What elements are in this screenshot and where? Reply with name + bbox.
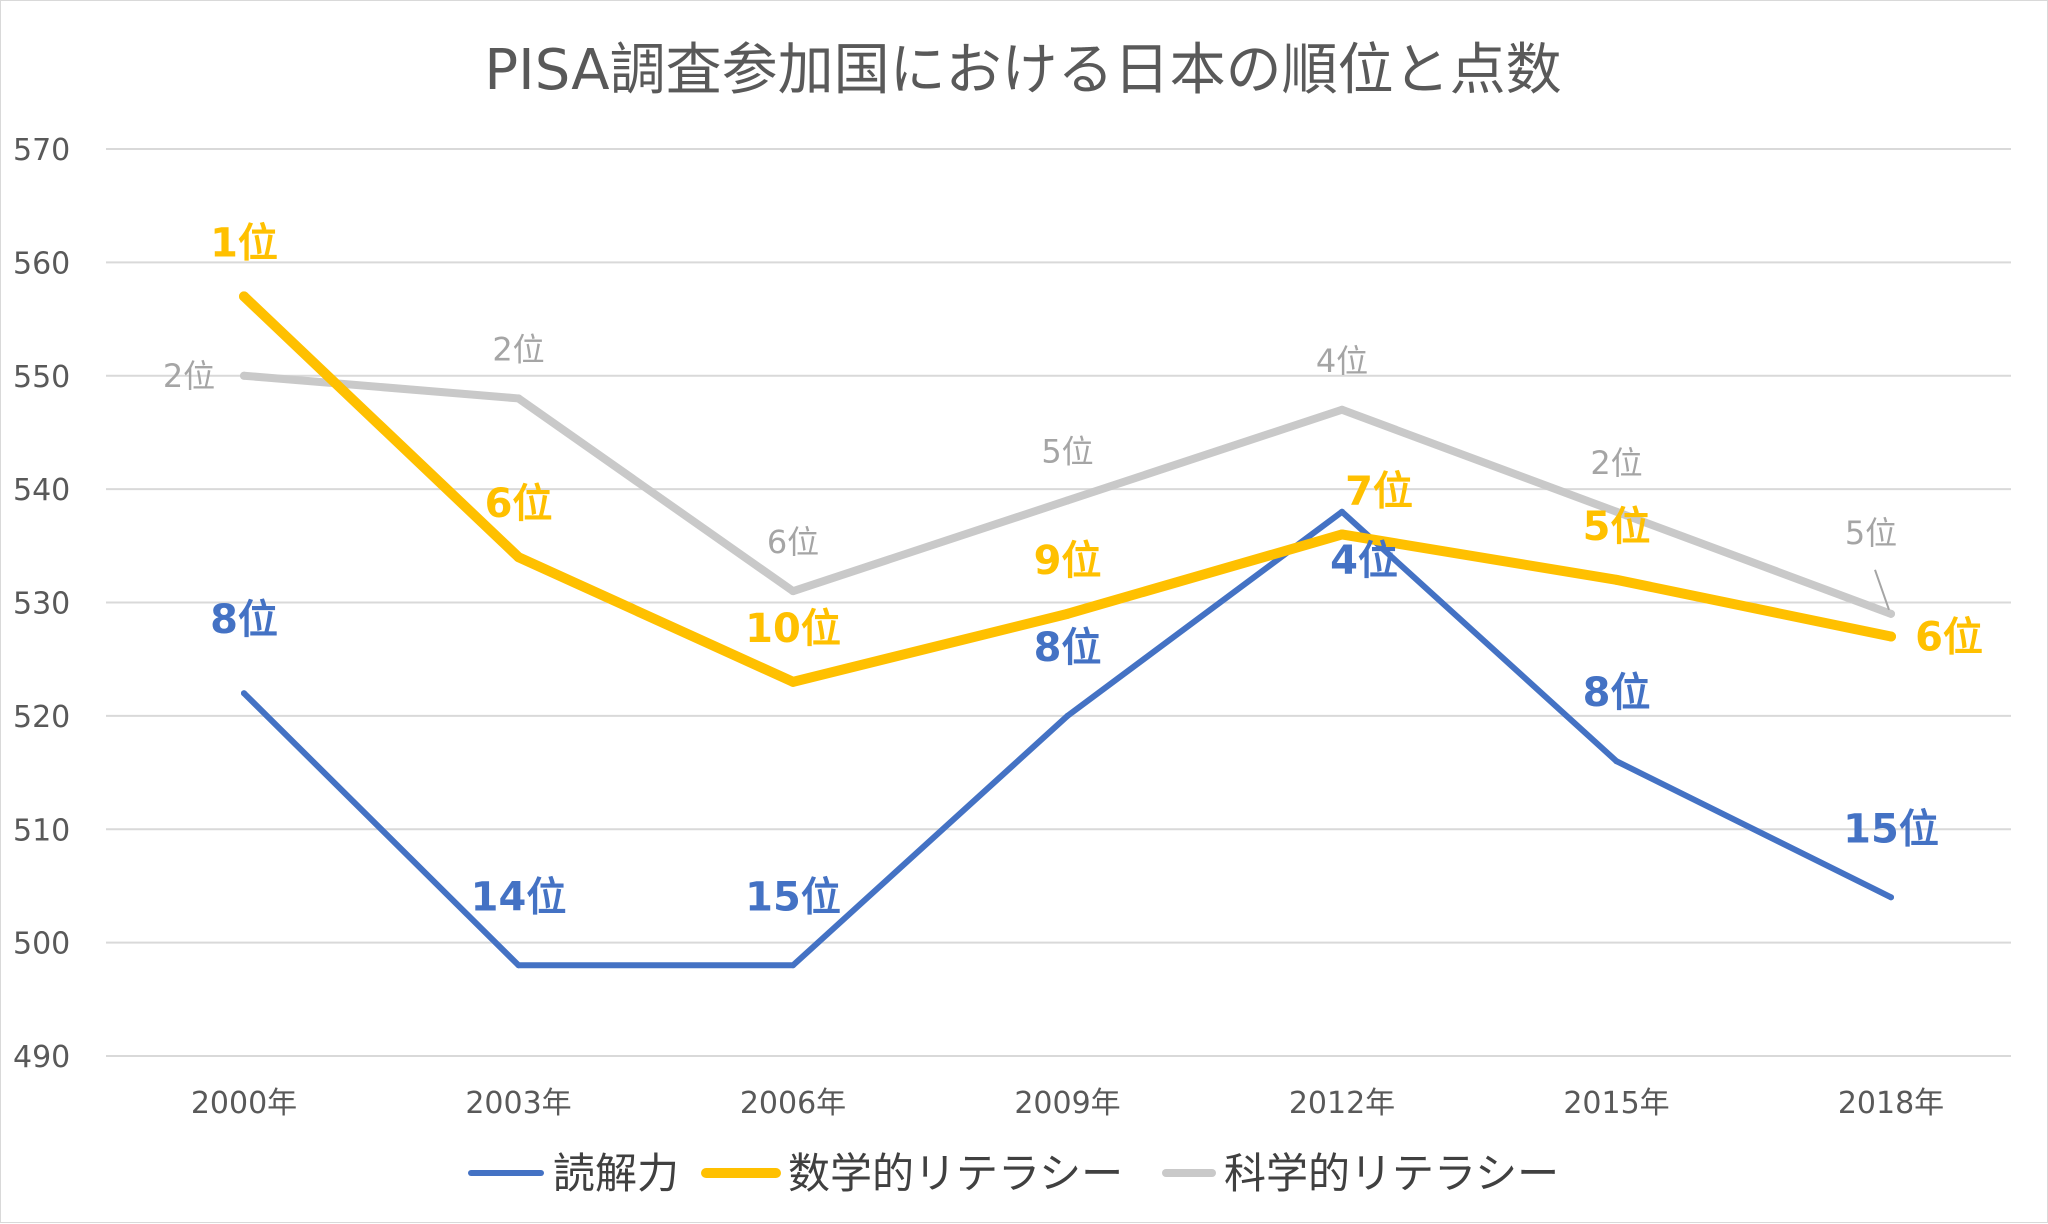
y-tick-label: 530 <box>13 587 70 622</box>
data-label-science: 5位 <box>1845 514 1897 552</box>
data-label-science: 6位 <box>767 523 819 561</box>
legend-label: 科学的リテラシー <box>1224 1149 1559 1198</box>
y-tick-label: 500 <box>13 927 70 962</box>
legend-item-math: 数学的リテラシー <box>701 1149 1123 1198</box>
data-label-math: 6位 <box>485 481 553 527</box>
x-tick-label: 2015年 <box>1563 1086 1669 1121</box>
x-tick-label: 2018年 <box>1838 1086 1944 1121</box>
y-tick-label: 520 <box>13 700 70 735</box>
data-label-science: 2位 <box>492 330 544 368</box>
data-point-science <box>1887 609 1895 618</box>
data-point-reading <box>1339 508 1345 515</box>
data-point-reading <box>1888 894 1894 901</box>
x-tick-label: 2003年 <box>465 1086 571 1121</box>
y-tick-label: 560 <box>13 246 70 281</box>
x-axis-ticks: 2000年 2003年 2006年 2009年 2012年 2015年 2018年 <box>191 1086 1944 1121</box>
y-tick-label: 540 <box>13 473 70 508</box>
data-label-reading: 8位 <box>210 597 278 643</box>
data-point-reading <box>790 962 796 969</box>
data-point-science <box>1338 405 1346 414</box>
y-tick-label: 510 <box>13 813 70 848</box>
data-label-math: 10位 <box>745 606 841 652</box>
data-points <box>239 291 1896 969</box>
x-tick-label: 2000年 <box>191 1086 297 1121</box>
y-tick-label: 570 <box>13 133 70 168</box>
data-point-reading <box>241 690 247 697</box>
data-point-science <box>1063 496 1072 505</box>
x-tick-label: 2012年 <box>1289 1086 1395 1121</box>
x-tick-label: 2006年 <box>740 1086 846 1121</box>
y-tick-label: 490 <box>13 1040 70 1075</box>
legend-label: 数学的リテラシー <box>788 1149 1123 1198</box>
x-tick-label: 2009年 <box>1014 1086 1120 1121</box>
data-point-math <box>788 676 798 687</box>
data-label-reading: 4位 <box>1330 538 1398 584</box>
data-label-reading: 15位 <box>745 874 841 920</box>
data-point-science <box>514 394 523 403</box>
data-point-math <box>513 552 524 563</box>
legend-item-science: 科学的リテラシー <box>1162 1149 1559 1198</box>
legend-label: 読解力 <box>553 1149 679 1198</box>
data-point-math <box>1611 574 1622 585</box>
data-label-science: 4位 <box>1316 342 1368 380</box>
data-label-math: 6位 <box>1915 615 1983 661</box>
chart-title: PISA調査参加国における日本の順位と点数 <box>484 38 1561 103</box>
data-label-reading: 15位 <box>1843 806 1939 852</box>
legend: 読解力 数学的リテラシー 科学的リテラシー <box>468 1149 1559 1198</box>
data-point-math <box>1062 608 1073 619</box>
y-axis-ticks: 570 560 550 540 530 520 510 500 490 <box>13 133 70 1075</box>
legend-item-reading: 読解力 <box>468 1149 679 1198</box>
data-point-science <box>1612 507 1621 516</box>
data-label-science: 2位 <box>1590 444 1642 482</box>
data-label-reading: 8位 <box>1034 625 1102 671</box>
data-label-math: 9位 <box>1034 538 1102 584</box>
data-label-math: 7位 <box>1345 468 1413 514</box>
data-label-science: 2位 <box>163 357 215 395</box>
data-label-math: 1位 <box>210 220 278 266</box>
data-label-math: 5位 <box>1583 504 1651 550</box>
data-point-reading <box>1064 712 1071 719</box>
data-label-science: 5位 <box>1041 432 1093 470</box>
y-tick-label: 550 <box>13 360 70 395</box>
data-label-reading: 14位 <box>471 874 567 920</box>
data-labels: 8位 14位 15位 8位 4位 8位 15位 1位 6位 10位 9位 7位 5位 6位 2位 2位 6位 5位… <box>163 220 1983 920</box>
data-point-science <box>789 587 797 596</box>
data-point-reading <box>515 962 522 969</box>
data-point-math <box>1337 529 1347 540</box>
data-point-science <box>240 371 248 380</box>
data-point-math <box>1886 631 1896 642</box>
leader-line <box>1874 569 1890 611</box>
grid-lines <box>106 148 2011 1057</box>
data-point-reading <box>1613 758 1620 765</box>
data-point-math <box>239 291 249 302</box>
data-label-reading: 8位 <box>1583 670 1651 716</box>
